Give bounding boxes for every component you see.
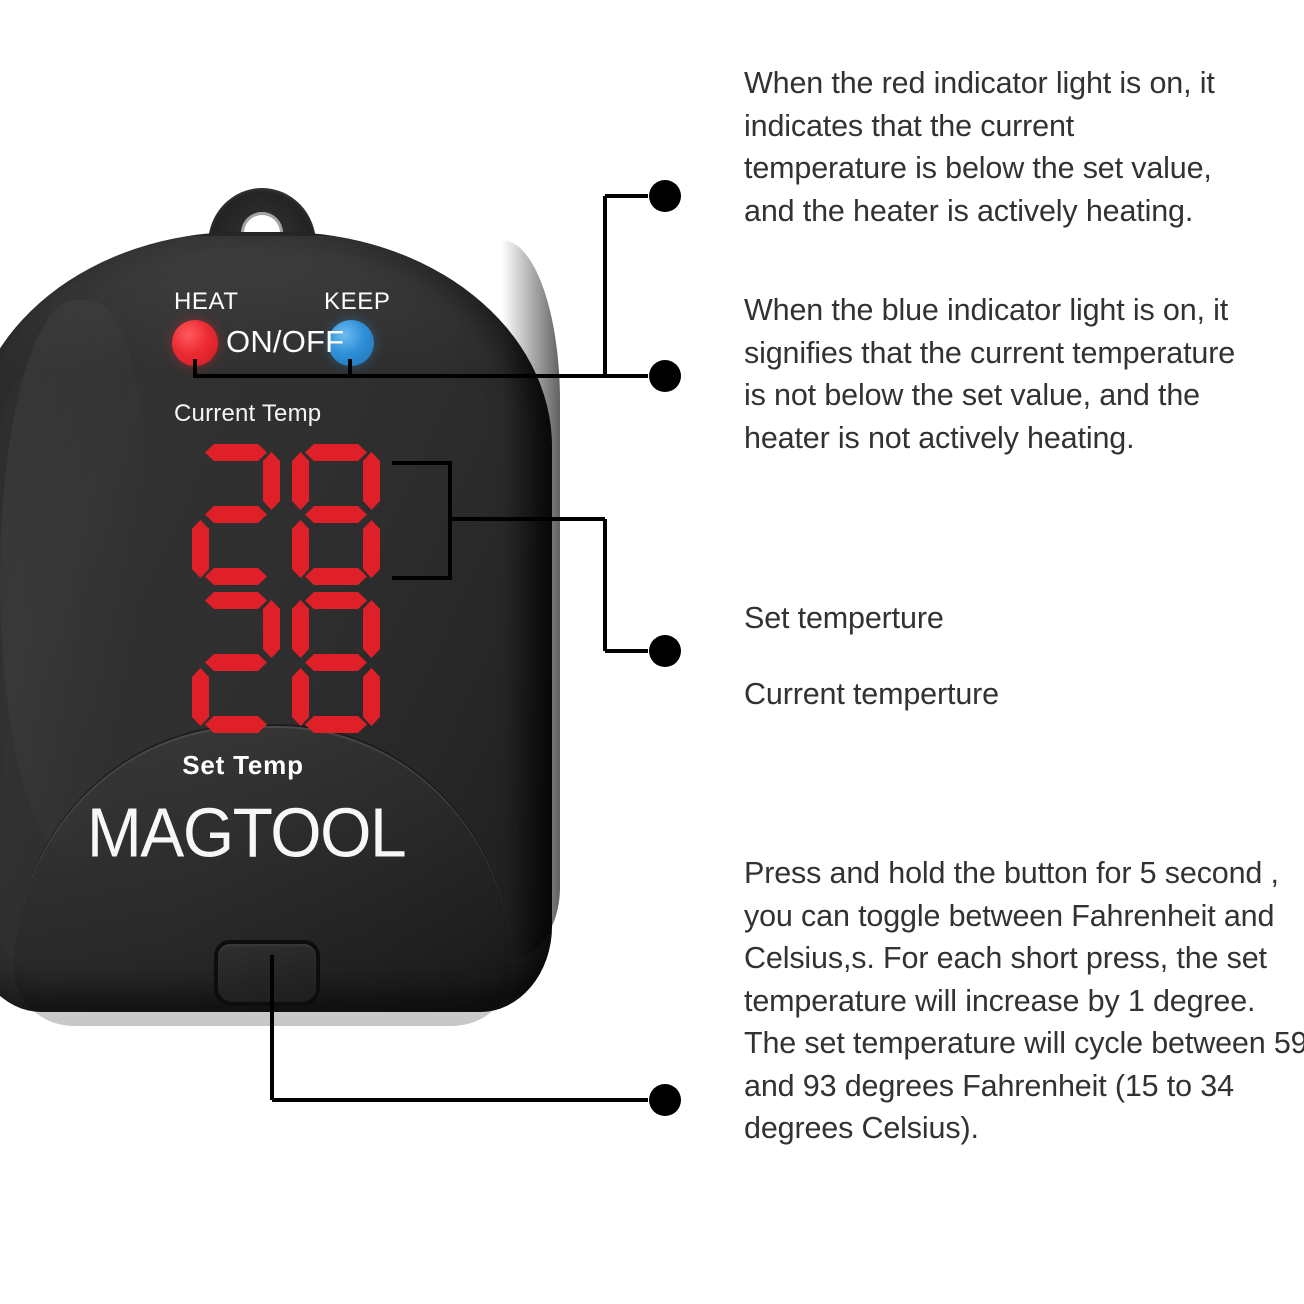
set-temp-screen-label: Set Temp bbox=[182, 750, 304, 780]
thermostat-device: HEAT KEEP ON/OFF Current Temp bbox=[0, 180, 560, 1026]
current-temp-screen-label: Current Temp bbox=[174, 400, 322, 427]
mode-button[interactable] bbox=[214, 940, 320, 1006]
keep-label: KEEP bbox=[324, 288, 391, 315]
annotation-text-column: When the red indicator light is on, it i… bbox=[744, 0, 1304, 1304]
heat-indicator-light bbox=[172, 320, 218, 366]
leader-dot bbox=[649, 1084, 681, 1116]
digit bbox=[192, 592, 280, 734]
digit bbox=[292, 592, 380, 734]
leader-dot bbox=[649, 635, 681, 667]
leader-dot bbox=[649, 360, 681, 392]
heat-label: HEAT bbox=[174, 288, 239, 315]
digit bbox=[192, 444, 280, 586]
device-face: HEAT KEEP ON/OFF Current Temp bbox=[0, 232, 552, 1012]
brand-logo: MAGTOOL bbox=[0, 792, 552, 872]
annotation-set-temperature: Set temperture bbox=[744, 601, 944, 635]
annotation-button-instructions: Press and hold the button for 5 second ,… bbox=[744, 856, 1304, 1145]
brand-logo-text: MAGTOOL bbox=[86, 792, 407, 872]
leader-dots bbox=[649, 180, 681, 1116]
annotation-blue-light: When the blue indicator light is on, it … bbox=[744, 293, 1236, 455]
set-temp-digits bbox=[192, 592, 392, 734]
onoff-label: ON/OFF bbox=[226, 324, 345, 359]
current-temp-digits bbox=[192, 444, 392, 586]
digit bbox=[292, 444, 380, 586]
leader-dot bbox=[649, 180, 681, 212]
annotation-current-temperature: Current temperture bbox=[744, 677, 999, 711]
annotation-red-light: When the red indicator light is on, it i… bbox=[744, 66, 1215, 228]
indicator-row: HEAT KEEP ON/OFF bbox=[146, 288, 406, 380]
keep-indicator-light bbox=[328, 320, 374, 366]
